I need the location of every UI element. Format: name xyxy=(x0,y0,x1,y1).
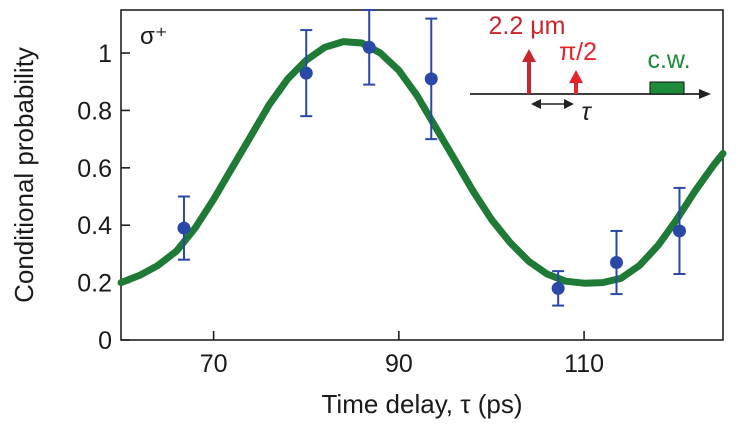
cw-pulse-box xyxy=(649,81,685,95)
panel-label: σ⁺ xyxy=(140,23,167,50)
data-marker xyxy=(609,256,623,270)
data-marker xyxy=(177,221,191,235)
y-axis-label: Conditional probability xyxy=(9,47,39,303)
data-point xyxy=(424,17,438,141)
data-point xyxy=(551,270,565,307)
plot-frame xyxy=(120,9,724,341)
fit-curve xyxy=(117,38,727,287)
inset-axis-arrowhead xyxy=(699,89,711,99)
y-tick-label: 0 xyxy=(98,327,112,355)
cw-label: c.w. xyxy=(647,46,690,74)
x-ticks: 70 90 110 xyxy=(200,331,604,378)
y-tick-label: 1 xyxy=(98,40,112,68)
pulse1-label: 2.2 μm xyxy=(489,12,566,40)
pulse1-arrowhead xyxy=(522,49,536,62)
x-tick-label: 70 xyxy=(200,350,228,378)
pulse2-arrowhead xyxy=(569,70,583,83)
data-marker xyxy=(424,72,438,86)
data-point xyxy=(609,229,623,296)
data-point xyxy=(672,186,686,275)
y-tick-label: 0.4 xyxy=(77,212,112,240)
data-point xyxy=(177,195,191,261)
x-tick-label: 110 xyxy=(564,350,604,378)
y-ticks: 0 0.2 0.4 0.6 0.8 1 xyxy=(77,40,130,355)
data-marker xyxy=(551,281,565,295)
y-tick-label: 0.6 xyxy=(77,155,112,183)
data-point xyxy=(362,9,376,86)
y-tick-label: 0.8 xyxy=(77,97,112,125)
data-marker xyxy=(362,40,376,54)
pulse-sequence-inset: 2.2 μm π/2 c.w. τ xyxy=(470,12,711,126)
delay-arrowhead-right xyxy=(564,99,574,109)
data-marker xyxy=(299,66,313,80)
y-tick-label: 0.2 xyxy=(77,270,112,298)
data-point xyxy=(299,29,313,118)
pulse2-label: π/2 xyxy=(559,38,597,66)
fit-curve-group xyxy=(117,38,727,287)
delay-arrowhead-left xyxy=(531,99,541,109)
data-points-group xyxy=(177,9,686,307)
data-marker xyxy=(672,224,686,238)
x-tick-label: 90 xyxy=(385,350,413,378)
x-axis-label: Time delay, τ (ps) xyxy=(322,389,523,419)
delay-label: τ xyxy=(581,98,592,126)
plot-area xyxy=(120,9,724,341)
